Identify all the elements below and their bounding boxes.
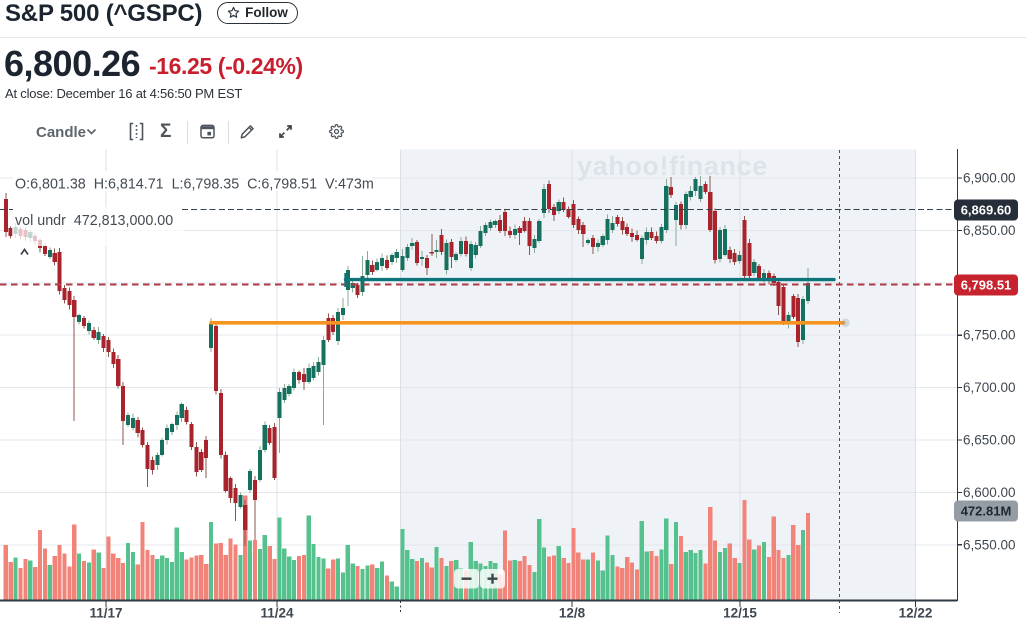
svg-text:6,750.00: 6,750.00: [963, 328, 1016, 343]
svg-text:472.81M: 472.81M: [961, 504, 1012, 519]
svg-text:11/24: 11/24: [260, 606, 294, 621]
svg-text:12/8: 12/8: [559, 606, 586, 621]
svg-text:O:6,801.38 H:6,814.71 L:6,79: O:6,801.38 H:6,814.71 L:6,798.35 C:6,798…: [15, 177, 374, 193]
svg-text:6,650.00: 6,650.00: [963, 433, 1016, 448]
svg-text:6,550.00: 6,550.00: [963, 537, 1016, 552]
svg-text:yahoo!finance: yahoo!finance: [577, 151, 768, 181]
svg-text:6,700.00: 6,700.00: [963, 380, 1016, 395]
svg-text:6,600.00: 6,600.00: [963, 485, 1016, 500]
svg-text:vol undr 472,813,000.00: vol undr 472,813,000.00: [15, 213, 173, 229]
svg-text:6,798.51: 6,798.51: [961, 278, 1012, 293]
svg-text:11/17: 11/17: [89, 606, 122, 621]
svg-text:6,850.00: 6,850.00: [963, 223, 1016, 238]
svg-text:6,900.00: 6,900.00: [963, 171, 1016, 186]
svg-text:6,869.60: 6,869.60: [961, 203, 1012, 218]
svg-text:12/22: 12/22: [899, 606, 933, 621]
svg-text:12/15: 12/15: [723, 606, 757, 621]
